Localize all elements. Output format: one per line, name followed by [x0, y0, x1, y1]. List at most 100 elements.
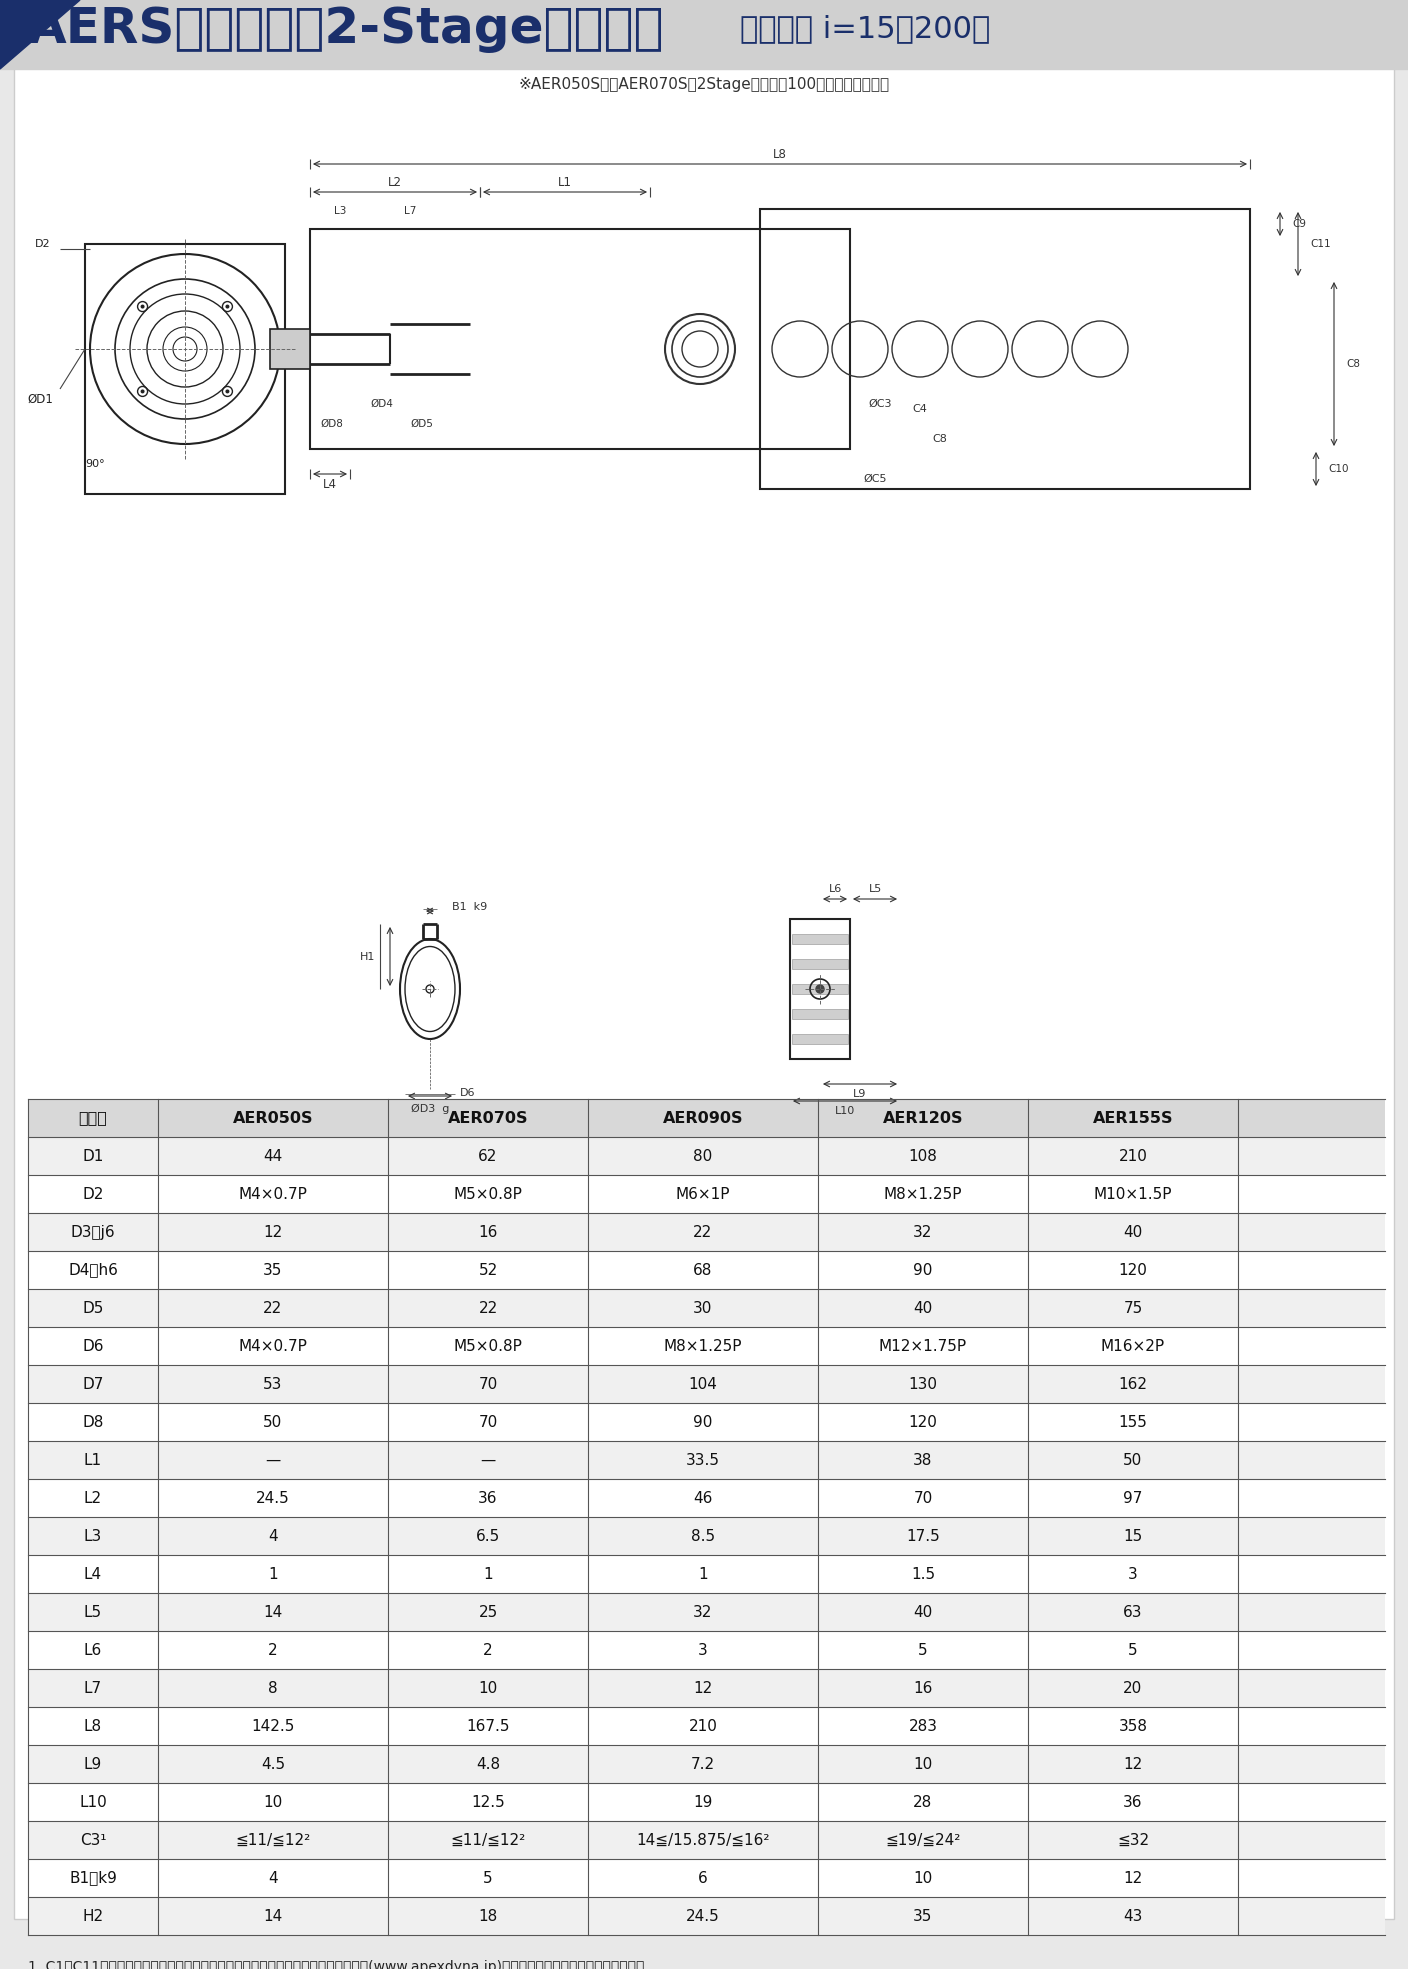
Text: 19: 19 — [693, 1794, 712, 1810]
Text: 17.5: 17.5 — [907, 1528, 941, 1544]
Text: 210: 210 — [1118, 1148, 1148, 1164]
Bar — [760, 209, 1250, 488]
Text: 14≦/15.875/≦16²: 14≦/15.875/≦16² — [636, 1833, 770, 1847]
Text: 62: 62 — [479, 1148, 497, 1164]
Text: 33.5: 33.5 — [686, 1453, 719, 1467]
Bar — [0, 0, 1408, 69]
Bar — [28, 1670, 1385, 1707]
Text: 4: 4 — [268, 1871, 277, 1886]
Circle shape — [225, 305, 230, 309]
Text: 40: 40 — [914, 1300, 932, 1315]
Text: L5: L5 — [84, 1605, 101, 1619]
Text: L8: L8 — [773, 148, 787, 161]
Text: 1: 1 — [268, 1567, 277, 1581]
Text: 10: 10 — [914, 1871, 932, 1886]
Text: 70: 70 — [914, 1491, 932, 1506]
Text: ≦11/≦12²: ≦11/≦12² — [451, 1833, 525, 1847]
Text: L7: L7 — [84, 1680, 101, 1695]
Text: 90: 90 — [693, 1414, 712, 1429]
Text: L6: L6 — [828, 884, 842, 894]
Bar — [28, 1290, 1385, 1327]
Text: M5×0.8P: M5×0.8P — [453, 1339, 522, 1353]
Text: —: — — [265, 1453, 280, 1467]
Text: ≦11/≦12²: ≦11/≦12² — [235, 1833, 311, 1847]
Bar — [270, 329, 310, 368]
Text: M4×0.7P: M4×0.7P — [238, 1187, 307, 1201]
Text: 3: 3 — [698, 1642, 708, 1658]
Text: D8: D8 — [82, 1414, 104, 1429]
Text: 12.5: 12.5 — [472, 1794, 505, 1810]
Text: ≦32: ≦32 — [1117, 1833, 1149, 1847]
Text: L4: L4 — [84, 1567, 101, 1581]
Text: 6.5: 6.5 — [476, 1528, 500, 1544]
Circle shape — [141, 305, 145, 309]
Text: 16: 16 — [914, 1680, 932, 1695]
Text: 50: 50 — [1124, 1453, 1143, 1467]
Bar — [28, 1593, 1385, 1630]
Text: 80: 80 — [693, 1148, 712, 1164]
Text: D7: D7 — [82, 1376, 104, 1392]
Polygon shape — [0, 0, 80, 69]
Text: M16×2P: M16×2P — [1101, 1339, 1164, 1353]
Text: H2: H2 — [83, 1908, 104, 1924]
Text: 10: 10 — [263, 1794, 283, 1810]
Text: 36: 36 — [1124, 1794, 1143, 1810]
Bar — [28, 1365, 1385, 1404]
Text: 44: 44 — [263, 1148, 283, 1164]
Bar — [28, 1821, 1385, 1859]
Text: M12×1.75P: M12×1.75P — [879, 1339, 967, 1353]
Text: 5: 5 — [1128, 1642, 1138, 1658]
Text: 167.5: 167.5 — [466, 1719, 510, 1733]
Text: L8: L8 — [84, 1719, 101, 1733]
Text: AER070S: AER070S — [448, 1111, 528, 1126]
Text: 12: 12 — [693, 1680, 712, 1695]
Text: 155: 155 — [1118, 1414, 1148, 1429]
Text: 162: 162 — [1118, 1376, 1148, 1392]
Text: AER050S: AER050S — [232, 1111, 313, 1126]
Text: 8.5: 8.5 — [691, 1528, 715, 1544]
Text: 22: 22 — [479, 1300, 497, 1315]
Text: 210: 210 — [689, 1719, 718, 1733]
Text: 22: 22 — [263, 1300, 283, 1315]
Text: 38: 38 — [914, 1453, 932, 1467]
Text: M5×0.8P: M5×0.8P — [453, 1187, 522, 1201]
Text: L9: L9 — [84, 1756, 103, 1772]
Text: L3: L3 — [334, 207, 346, 217]
Text: 104: 104 — [689, 1376, 718, 1392]
Bar — [28, 1707, 1385, 1745]
Circle shape — [817, 984, 824, 992]
Text: C8: C8 — [1346, 358, 1360, 368]
Text: L6: L6 — [84, 1642, 103, 1658]
Text: 108: 108 — [908, 1148, 938, 1164]
Text: 283: 283 — [908, 1719, 938, 1733]
Bar — [28, 1250, 1385, 1290]
Text: 5: 5 — [918, 1642, 928, 1658]
Text: H1: H1 — [359, 951, 375, 961]
Text: C10: C10 — [1328, 465, 1349, 475]
Bar — [28, 1556, 1385, 1593]
Text: 12: 12 — [1124, 1871, 1143, 1886]
Bar — [28, 1896, 1385, 1936]
Text: L1: L1 — [558, 175, 572, 189]
Text: AER120S: AER120S — [883, 1111, 963, 1126]
Text: 40: 40 — [914, 1605, 932, 1619]
Text: C8: C8 — [932, 433, 948, 443]
Text: 24.5: 24.5 — [686, 1908, 719, 1924]
Text: L3: L3 — [84, 1528, 103, 1544]
Text: M6×1P: M6×1P — [676, 1187, 731, 1201]
Text: 30: 30 — [693, 1300, 712, 1315]
Text: ØD1: ØD1 — [27, 392, 54, 406]
Text: 130: 130 — [908, 1376, 938, 1392]
Text: 70: 70 — [479, 1376, 497, 1392]
Text: 28: 28 — [914, 1794, 932, 1810]
Text: 24.5: 24.5 — [256, 1491, 290, 1506]
Text: 5: 5 — [483, 1871, 493, 1886]
Text: 68: 68 — [693, 1262, 712, 1278]
Bar — [28, 1441, 1385, 1479]
Text: D2: D2 — [34, 238, 51, 248]
Bar — [28, 1630, 1385, 1670]
Text: ØC5: ØC5 — [863, 475, 887, 484]
Bar — [28, 1136, 1385, 1175]
Text: L10: L10 — [79, 1794, 107, 1810]
Text: 97: 97 — [1124, 1491, 1143, 1506]
